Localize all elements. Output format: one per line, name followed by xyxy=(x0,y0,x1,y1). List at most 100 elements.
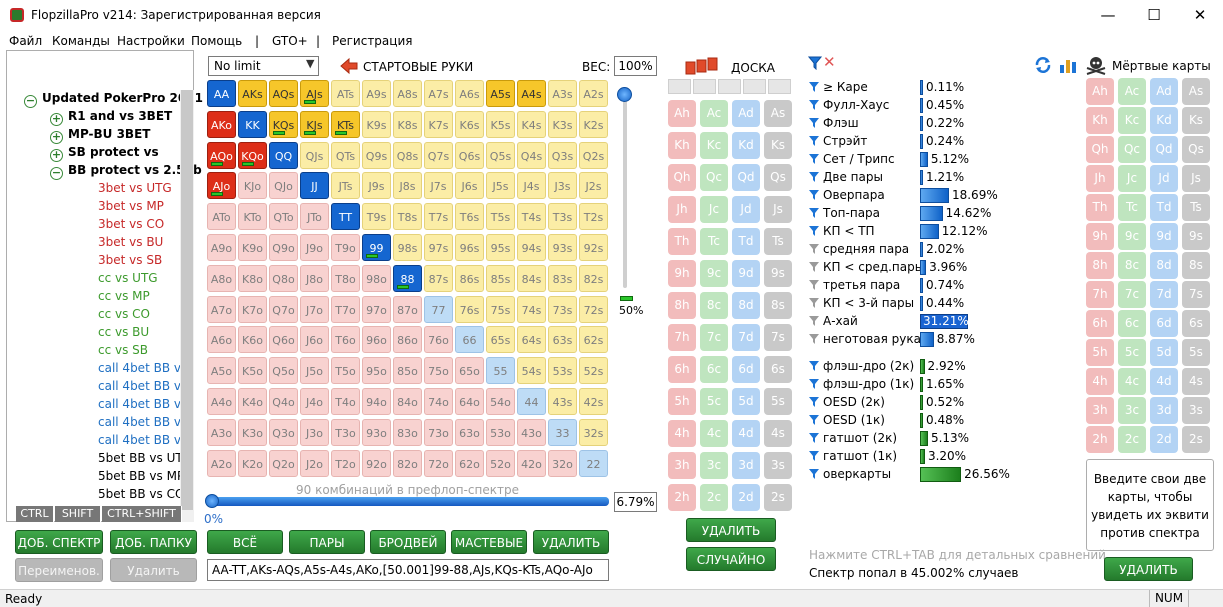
card-4d[interactable]: 4d xyxy=(1150,368,1178,395)
hand-cell[interactable]: A4s xyxy=(517,80,546,107)
hand-cell[interactable]: K2s xyxy=(579,110,608,138)
hand-cell[interactable]: 82o xyxy=(393,449,422,477)
stat-row[interactable]: Стрэйт 0.24% xyxy=(808,132,1088,150)
hand-cell[interactable]: A2o xyxy=(207,449,236,477)
hand-cell[interactable]: AKs xyxy=(238,80,267,107)
card-2h[interactable]: 2h xyxy=(668,484,696,511)
hand-cell[interactable]: 52s xyxy=(579,357,608,385)
filter-icon[interactable] xyxy=(808,297,820,309)
hand-cell[interactable]: 84s xyxy=(517,264,546,292)
card-Jc[interactable]: Jc xyxy=(1118,165,1146,192)
add-range-button[interactable]: ДОБ. СПЕКТР xyxy=(15,530,103,554)
hand-cell[interactable]: A5s xyxy=(486,80,515,107)
card-5d[interactable]: 5d xyxy=(732,388,760,415)
hand-cell[interactable]: KQs xyxy=(269,110,298,138)
card-3s[interactable]: 3s xyxy=(1182,397,1210,424)
hand-cell[interactable]: Q6o xyxy=(269,326,298,354)
card-9c[interactable]: 9c xyxy=(700,260,728,287)
card-7s[interactable]: 7s xyxy=(1182,281,1210,308)
hand-cell[interactable]: 97s xyxy=(424,234,453,261)
hand-cell[interactable]: A3s xyxy=(548,80,577,107)
stat-row[interactable]: Флэш 0.22% xyxy=(808,114,1088,132)
hand-cell[interactable]: T2s xyxy=(579,203,608,231)
hand-cell[interactable]: Q8o xyxy=(269,264,298,292)
card-9s[interactable]: 9s xyxy=(764,260,792,287)
hand-cell[interactable]: 83o xyxy=(393,418,422,446)
hand-cell[interactable]: 85o xyxy=(393,357,422,385)
hand-cell[interactable]: 64o xyxy=(455,388,484,415)
card-7h[interactable]: 7h xyxy=(668,324,696,351)
stat-row[interactable]: Сет / Трипс 5.12% xyxy=(808,150,1088,168)
card-9c[interactable]: 9c xyxy=(1118,223,1146,250)
stat-row[interactable]: Две пары 1.21% xyxy=(808,168,1088,186)
hand-cell[interactable]: Q7o xyxy=(269,295,298,323)
card-Ts[interactable]: Ts xyxy=(1182,194,1210,221)
hand-cell[interactable]: Q9s xyxy=(362,141,391,169)
hand-cell[interactable]: JJ xyxy=(300,172,329,200)
tree-group[interactable]: + R1 and vs 3BET xyxy=(50,109,173,126)
hand-cell[interactable]: 97o xyxy=(362,295,391,323)
stat-row[interactable]: третья пара 0.74% xyxy=(808,276,1088,294)
card-Ks[interactable]: Ks xyxy=(764,132,792,159)
card-3h[interactable]: 3h xyxy=(668,452,696,479)
card-2c[interactable]: 2c xyxy=(1118,426,1146,453)
hand-cell[interactable]: K9o xyxy=(238,234,267,261)
board-slot[interactable] xyxy=(693,79,716,94)
hand-cell[interactable]: J8o xyxy=(300,264,329,292)
hand-cell[interactable]: 62o xyxy=(455,449,484,477)
hand-cell[interactable]: A6o xyxy=(207,326,236,354)
card-4d[interactable]: 4d xyxy=(732,420,760,447)
card-9h[interactable]: 9h xyxy=(1086,223,1114,250)
hand-cell[interactable]: J3s xyxy=(548,172,577,200)
hand-cell[interactable]: QTs xyxy=(331,141,360,169)
card-Ah[interactable]: Ah xyxy=(1086,78,1114,105)
hand-cell[interactable]: ATo xyxy=(207,203,236,231)
menu-file[interactable]: Файл xyxy=(9,34,43,48)
stat-row[interactable]: Оверпара 18.69% xyxy=(808,186,1088,204)
hand-cell[interactable]: QQ xyxy=(269,141,298,169)
filter-icon[interactable] xyxy=(808,171,820,183)
dead-card-grid[interactable]: Ah Ac Ad As Kh Kc Kd Ks Qh Qc Qd Qs Jh Jc Jd Js Th Tc Td Ts… xyxy=(1086,78,1214,454)
board-slot[interactable] xyxy=(718,79,741,94)
hand-cell[interactable]: 98o xyxy=(362,264,391,292)
menu-settings[interactable]: Настройки xyxy=(117,34,185,48)
tree-item[interactable]: 3bet vs UTG xyxy=(98,181,172,195)
hand-cell[interactable]: KTo xyxy=(238,203,267,231)
hand-cell[interactable]: 66 xyxy=(455,326,484,354)
card-Tc[interactable]: Tc xyxy=(700,228,728,255)
hand-cell[interactable]: 93o xyxy=(362,418,391,446)
hand-cell[interactable]: JTo xyxy=(300,203,329,231)
hand-cell[interactable]: KJo xyxy=(238,172,267,200)
hand-cell[interactable]: 85s xyxy=(486,264,515,292)
hand-cell[interactable]: K5o xyxy=(238,357,267,385)
filter-icon[interactable] xyxy=(808,279,820,291)
filter-icon[interactable] xyxy=(808,432,820,444)
hand-cell[interactable]: T7s xyxy=(424,203,453,231)
clear-filter-icon[interactable]: ✕ xyxy=(823,53,836,71)
expand-icon[interactable]: + xyxy=(50,112,63,126)
stat-row[interactable]: OESD (1к) 0.48% xyxy=(808,411,1088,429)
ctrl-key[interactable]: CTRL xyxy=(16,506,54,522)
hand-cell[interactable]: 94s xyxy=(517,234,546,261)
hand-cell[interactable]: KJs xyxy=(300,110,329,138)
hand-cell[interactable]: K4o xyxy=(238,388,267,415)
hand-cell[interactable]: K5s xyxy=(486,110,515,138)
hand-cell[interactable]: 76s xyxy=(455,295,484,323)
tree-item[interactable]: 3bet vs BU xyxy=(98,235,164,249)
card-3d[interactable]: 3d xyxy=(732,452,760,479)
hand-cell[interactable]: 99 xyxy=(362,234,391,261)
card-4s[interactable]: 4s xyxy=(764,420,792,447)
hand-cell[interactable]: 93s xyxy=(548,234,577,261)
card-5h[interactable]: 5h xyxy=(1086,339,1114,366)
tree-group[interactable]: + MP-BU 3BET xyxy=(50,127,151,144)
card-4c[interactable]: 4c xyxy=(700,420,728,447)
card-9d[interactable]: 9d xyxy=(1150,223,1178,250)
hand-cell[interactable]: Q8s xyxy=(393,141,422,169)
hand-cell[interactable]: 92s xyxy=(579,234,608,261)
card-2c[interactable]: 2c xyxy=(700,484,728,511)
hand-matrix[interactable]: AA AKs AQs AJs ATs A9s A8s A7s A6s A5s A4s A3s A2s AK… xyxy=(207,80,612,480)
stat-row[interactable]: гатшот (1к) 3.20% xyxy=(808,447,1088,465)
filter-icon[interactable] xyxy=(808,333,820,345)
card-Tc[interactable]: Tc xyxy=(1118,194,1146,221)
tree-item[interactable]: 5bet BB vs MP xyxy=(98,469,180,483)
